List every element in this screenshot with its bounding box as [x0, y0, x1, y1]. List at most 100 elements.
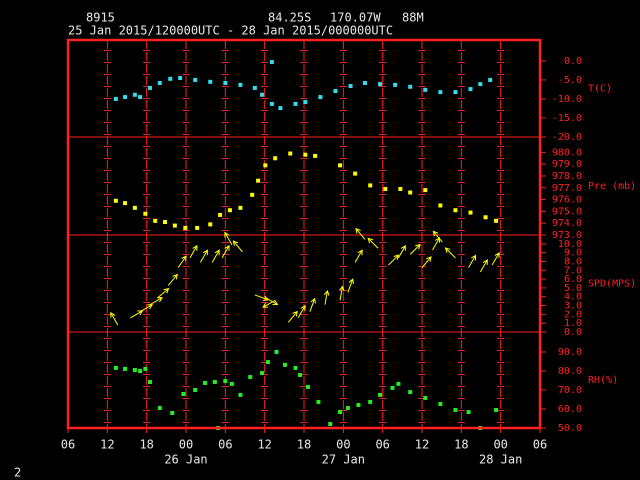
y-tick-label: 979.0 — [552, 159, 582, 170]
point — [138, 368, 143, 373]
point — [132, 205, 137, 210]
x-tick-label: 00 — [493, 438, 507, 452]
wind-arrow — [354, 249, 363, 263]
wind-arrow — [409, 243, 421, 255]
point — [178, 76, 183, 81]
point — [168, 76, 173, 81]
point — [183, 225, 188, 230]
y-tick-label: 0.0 — [564, 327, 582, 338]
point — [393, 82, 398, 87]
wind-arrow — [265, 297, 279, 306]
x-tick-label: 18 — [454, 438, 468, 452]
point — [170, 410, 175, 415]
point — [143, 211, 148, 216]
point — [303, 152, 308, 157]
point — [293, 101, 298, 106]
point — [208, 222, 213, 227]
wind-arrow — [468, 254, 477, 268]
point — [147, 85, 152, 90]
x-tick-label: 12 — [100, 438, 114, 452]
y-tick-label: 976.0 — [552, 195, 582, 206]
wind-arrow — [347, 278, 354, 293]
y-tick-label: 3.0 — [564, 301, 582, 312]
point — [408, 390, 413, 395]
point — [423, 188, 428, 193]
wind-arrow — [110, 311, 119, 326]
point — [316, 399, 321, 404]
point — [293, 365, 298, 370]
station: 8915 — [86, 11, 115, 25]
wind-arrow — [139, 304, 154, 313]
point — [378, 392, 383, 397]
point — [147, 379, 152, 384]
y-tick-label: 70.0 — [558, 385, 582, 396]
x-tick-label: 06 — [533, 438, 547, 452]
point — [172, 223, 177, 228]
y-tick-label: 973.0 — [552, 230, 582, 241]
point — [252, 85, 257, 90]
y-tick-label: 2.0 — [564, 309, 582, 320]
point — [269, 60, 274, 65]
y-tick-label: 4.0 — [564, 292, 582, 303]
point — [227, 208, 232, 213]
point — [423, 87, 428, 92]
point — [203, 380, 208, 385]
point — [208, 79, 213, 84]
point — [282, 362, 287, 367]
point — [478, 82, 483, 87]
y-tick-label: 974.0 — [552, 218, 582, 229]
page-number: 2 — [14, 466, 21, 480]
y-tick-label: -20.0 — [552, 132, 582, 143]
date-label: 27 Jan — [322, 453, 365, 467]
y-tick-label: 977.0 — [552, 183, 582, 194]
point — [157, 80, 162, 85]
point — [423, 395, 428, 400]
point — [265, 360, 270, 365]
point — [248, 375, 253, 380]
point — [318, 95, 323, 100]
y-tick-label: 978.0 — [552, 171, 582, 182]
wind-arrow — [432, 236, 441, 251]
x-tick-label: 00 — [179, 438, 193, 452]
point — [238, 205, 243, 210]
x-tick-label: 00 — [336, 438, 350, 452]
y-tick-label: 10.0 — [558, 239, 582, 250]
y-tick-label: 5.0 — [564, 283, 582, 294]
panel-label: SPD(MPS) — [588, 279, 636, 290]
point — [273, 156, 278, 161]
panel-label: Pre (mb) — [588, 181, 636, 192]
point — [378, 82, 383, 87]
period: 25 Jan 2015/120000UTC - 28 Jan 2015/0000… — [68, 24, 393, 38]
point — [468, 210, 473, 215]
y-tick-label: 7.0 — [564, 265, 582, 276]
latitude: 84.25S — [268, 11, 311, 25]
point — [218, 212, 223, 217]
point — [353, 171, 358, 176]
panel-label: T(C) — [588, 84, 612, 95]
wind-arrow — [309, 297, 316, 312]
wind-arrow — [149, 297, 163, 306]
point — [305, 384, 310, 389]
point — [438, 90, 443, 95]
point — [338, 163, 343, 168]
point — [113, 96, 118, 101]
wind-arrow — [388, 254, 400, 266]
wind-arrow — [262, 299, 276, 308]
point — [260, 371, 265, 376]
longitude: 170.07W — [330, 11, 381, 25]
date-label: 28 Jan — [479, 453, 522, 467]
point — [398, 186, 403, 191]
wind-arrow — [444, 247, 456, 259]
x-tick-label: 12 — [257, 438, 271, 452]
y-tick-label: -15.0 — [552, 113, 582, 124]
point — [132, 368, 137, 373]
point — [438, 402, 443, 407]
plot-frame — [66, 38, 542, 430]
wind-arrow — [432, 230, 443, 243]
point — [383, 186, 388, 191]
point — [263, 163, 268, 168]
point — [278, 106, 283, 111]
point — [132, 92, 137, 97]
point — [223, 80, 228, 85]
